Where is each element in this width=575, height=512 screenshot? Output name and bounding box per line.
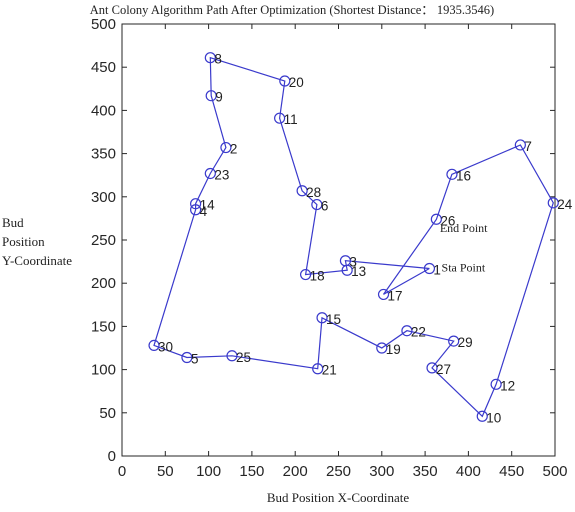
city-marker [376,342,388,354]
x-tick-label: 450 [499,463,524,480]
city-label: 24 [557,197,573,212]
city-marker [423,262,436,275]
x-axis: 0 50 100 150 200 250 300 350 400 450 500 [118,24,568,480]
city-label: 18 [310,269,325,284]
city-label: 10 [486,410,501,425]
city-label: 26 [440,213,455,228]
x-tick-label: 350 [413,463,438,480]
city-label: 21 [322,363,337,378]
city-marker [220,141,232,154]
y-axis-label-line-2: Position [2,234,45,249]
city-label: 2 [230,142,238,157]
city-label: 22 [411,325,426,340]
annotations: End Point Sta Point [440,221,488,275]
city-marker [514,139,526,151]
city-label: 7 [524,139,532,154]
city-marker [316,312,328,324]
x-tick-label: 50 [157,463,174,480]
city-marker [377,288,390,301]
city-marker [226,350,238,362]
y-tick-label: 200 [91,275,116,292]
city-marker [547,197,559,209]
city-marker [190,204,202,216]
city-marker [190,198,202,210]
y-tick-label: 450 [91,59,116,76]
city-label: 12 [500,378,515,393]
city-label: 3 [349,255,357,270]
city-label: 30 [158,339,173,354]
city-marker [426,362,438,374]
y-tick-label: 250 [91,232,116,249]
city-marker [299,268,312,281]
y-tick-label: 50 [99,405,116,422]
city-marker [430,213,442,225]
city-label: 28 [306,185,321,200]
x-tick-label: 400 [456,463,481,480]
y-tick-label: 0 [108,448,116,465]
city-marker [274,112,286,124]
city-label: 19 [386,342,401,357]
city-marker [296,185,308,197]
y-tick-label: 150 [91,318,116,335]
city-marker [476,410,488,422]
x-axis-label: Bud Position X-Coordinate [267,490,410,505]
annotation-label: Sta Point [442,261,486,275]
city-label: 6 [321,199,329,214]
y-tick-label: 350 [91,146,116,163]
city-label: 4 [200,204,208,219]
city-label: 1 [433,263,441,278]
city-label: 9 [215,90,223,105]
city-marker [446,168,458,180]
y-tick-label: 300 [91,189,116,206]
city-label: 29 [458,335,473,350]
chart-title: Ant Colony Algorithm Path After Optimiza… [90,3,494,17]
x-tick-label: 500 [542,463,567,480]
x-tick-label: 150 [239,463,264,480]
city-label: 13 [351,264,366,279]
x-tick-label: 200 [283,463,308,480]
city-label: 14 [200,198,216,213]
city-label: 27 [436,362,451,377]
y-tick-label: 500 [91,16,116,33]
y-axis-label-line-3: Y-Coordinate [2,253,72,268]
city-marker [490,378,502,390]
y-axis: 0 50 100 150 200 250 300 350 400 450 500 [91,16,555,465]
city-markers [148,52,559,422]
city-marker [279,75,291,87]
x-tick-label: 100 [196,463,221,480]
x-tick-label: 0 [118,463,126,480]
x-tick-label: 300 [369,463,394,480]
city-label: 15 [326,312,341,327]
y-axis-label-line-1: Bud [2,215,24,230]
city-marker [204,167,216,180]
city-labels: 1234567891011121314151617181920212223242… [158,52,573,426]
city-marker [181,351,193,364]
city-marker [204,52,216,64]
city-label: 16 [456,168,471,183]
city-marker [341,264,353,276]
city-label: 11 [284,112,298,127]
city-label: 17 [388,288,403,303]
city-label: 8 [214,52,222,67]
x-tick-label: 250 [326,463,351,480]
y-tick-label: 400 [91,102,116,119]
city-marker [148,339,160,352]
annotation-label: End Point [440,221,488,235]
city-marker [401,325,413,337]
city-label: 20 [289,75,304,90]
city-marker [448,335,460,347]
y-tick-label: 100 [91,362,116,379]
city-label: 25 [236,350,251,365]
tour-path [153,56,554,418]
city-marker [312,363,324,375]
city-label: 23 [214,167,229,182]
city-label: 5 [191,352,199,367]
city-marker [311,198,323,211]
city-marker [205,90,217,102]
